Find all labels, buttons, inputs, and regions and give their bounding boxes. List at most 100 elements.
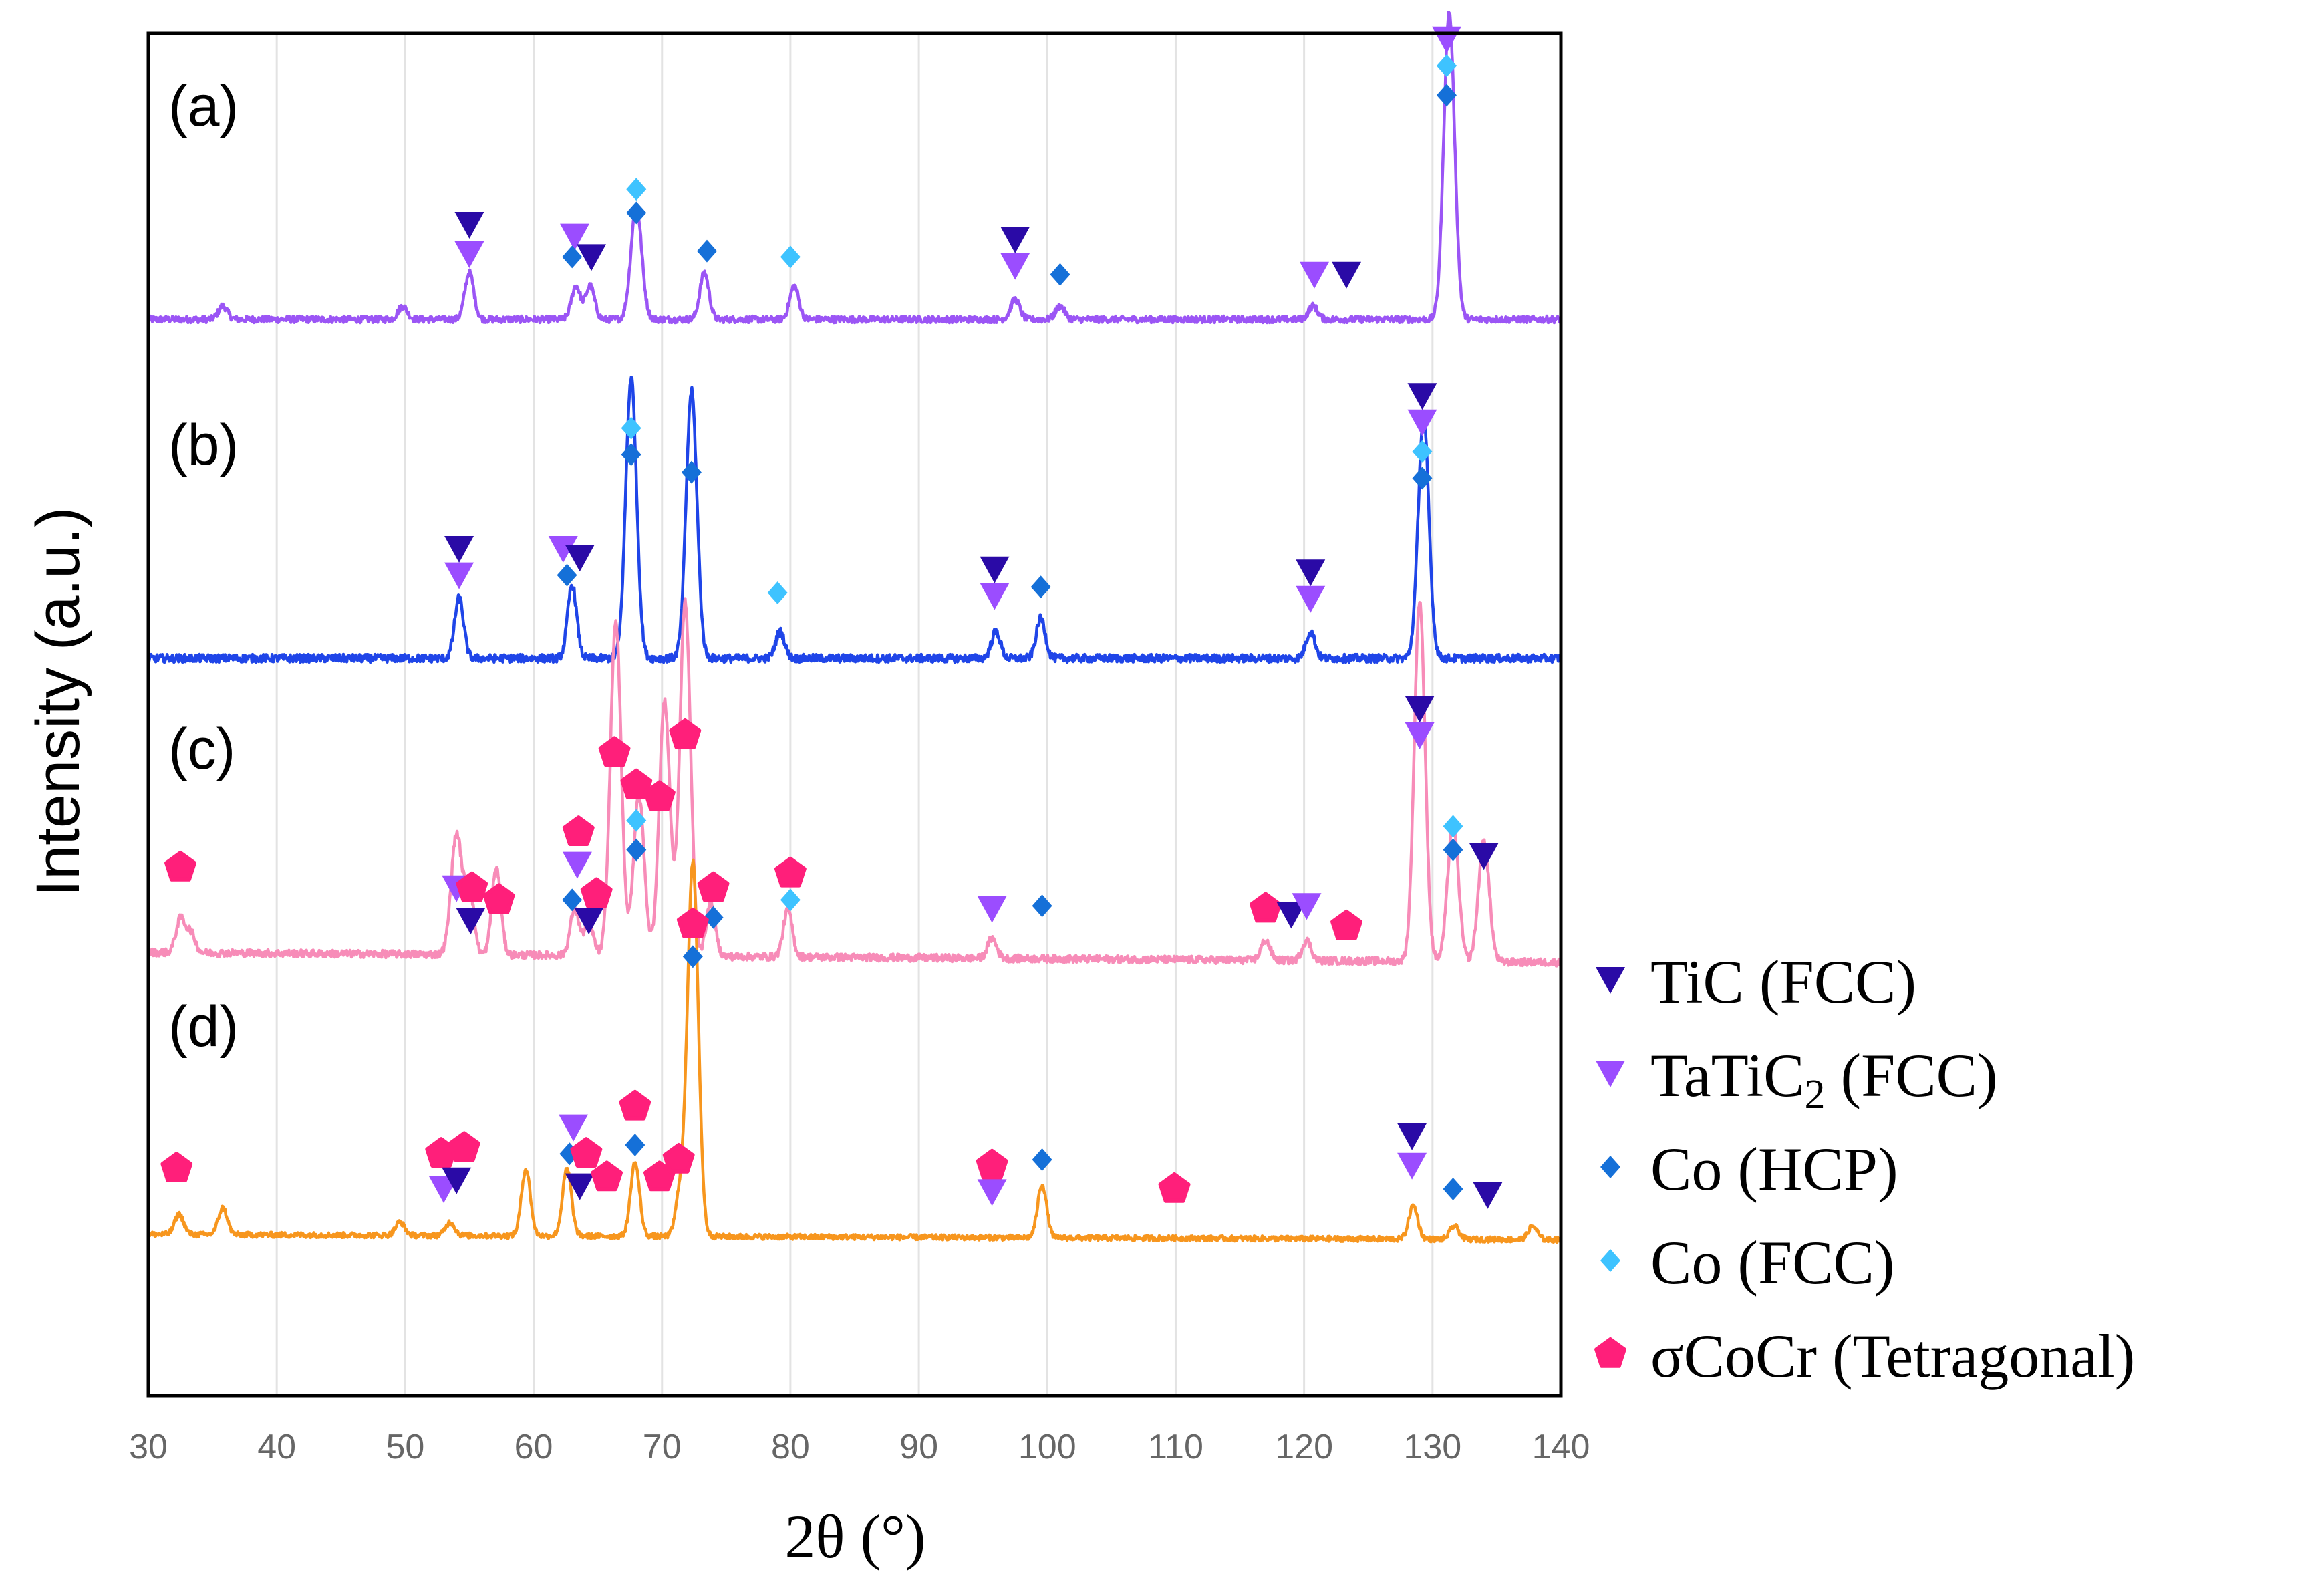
panel-label-3: (c) [168,717,235,781]
series-line-1 [146,11,1563,325]
series-line-3 [147,597,1563,968]
peak-marker-tatic2-s2-13 [1296,585,1326,613]
peak-marker-tic-s2-14 [1407,383,1437,410]
peak-marker-sigma-s3-2 [456,871,488,902]
x-tick-130: 130 [1403,1428,1461,1466]
x-tick-50: 50 [386,1428,424,1466]
peak-marker-cohcp-s1-11 [1050,263,1070,286]
legend: TiC (FCC) TaTiC2 (FCC) Co (HCP) Co (FCC) σCo… [1594,948,2135,1390]
peak-marker-cohcp-s2-17 [1412,467,1433,490]
x-tick-40: 40 [257,1428,296,1466]
peak-marker-sigma-s3-12 [643,780,676,811]
peak-marker-cohcp-s2-6 [621,443,641,467]
legend-label-sigma: σCoCr (Tetragonal) [1650,1322,2135,1390]
peak-marker-cohcp-s4-11 [625,1134,645,1156]
peak-marker-tic-s1-4 [577,244,607,271]
peak-marker-cofcc-s2-16 [1412,440,1433,463]
peak-marker-tatic2-s2-1 [444,562,474,589]
peak-marker-cohcp-s3-14 [626,838,647,862]
peak-marker-tic-s1-13 [1332,261,1362,289]
x-tick-90: 90 [899,1428,938,1466]
peak-marker-cohcp-s2-11 [1030,575,1051,599]
plot-frame [146,31,1563,1398]
peak-marker-sigma-s3-10 [598,736,631,767]
peak-marker-cohcp-s1-6 [626,201,647,225]
peak-marker-tic-s2-0 [444,536,474,563]
peak-marker-tatic2-s1-10 [1000,253,1030,280]
peak-marker-tatic2-s3-24 [1292,893,1322,920]
peak-marker-cohcp-s1-3 [562,245,583,269]
legend-symbol-cofcc [1600,1249,1620,1272]
peak-marker-sigma-s3-22 [1250,892,1282,923]
peak-marker-tatic2-s3-27 [1405,722,1435,749]
peak-marker-tic-s4-20 [1397,1123,1427,1150]
peak-marker-cofcc-s1-5 [626,178,647,201]
legend-symbol-tic [1596,967,1625,994]
peak-marker-cohcp-s4-22 [1443,1178,1463,1200]
peak-marker-cofcc-s2-5 [621,416,641,440]
peak-marker-tic-s2-9 [980,556,1010,583]
peak-marker-sigma-s4-10 [619,1089,651,1121]
peak-marker-cofcc-s1-15 [1436,54,1457,78]
x-tick-80: 80 [771,1428,810,1466]
peak-marker-cohcp-s2-4 [557,563,577,587]
peak-marker-cohcp-s3-29 [1443,838,1463,862]
peak-marker-sigma-s3-4 [482,883,515,914]
peak-marker-tic-s4-8 [565,1173,595,1200]
peak-marker-cofcc-s2-8 [767,581,788,604]
peak-marker-cohcp-s3-21 [1032,894,1052,918]
peak-marker-sigma-s3-25 [1330,910,1362,940]
peak-marker-cofcc-s3-28 [1443,815,1463,838]
legend-symbol-sigma [1594,1337,1626,1368]
peak-marker-sigma-s4-2 [448,1131,480,1162]
peak-marker-sigma-s4-9 [591,1160,623,1192]
series-line-4 [147,858,1562,1244]
peak-marker-tic-s2-3 [565,545,595,572]
peak-marker-tic-s1-0 [454,212,484,239]
panel-label-2: (b) [168,413,239,477]
peak-marker-sigma-s4-14 [676,908,709,938]
peak-marker-tatic2-s2-10 [980,583,1010,610]
peak-marker-tic-s3-30 [1469,843,1499,870]
peak-marker-cohcp-s4-15 [682,945,703,968]
peak-marker-tatic2-s4-5 [559,1114,589,1142]
grid-lines [275,33,1434,1396]
y-axis-title: Intensity (a.u.) [24,507,92,897]
legend-label-cofcc: Co (FCC) [1650,1228,1895,1297]
peak-marker-sigma-s3-11 [620,768,653,799]
peak-marker-cofcc-s3-13 [626,809,647,832]
peak-marker-sigma-s3-15 [669,718,702,749]
peak-marker-tatic2-s1-1 [454,241,484,268]
x-tick-120: 120 [1275,1428,1333,1466]
peak-marker-cohcp-s2-7 [681,460,702,484]
series-layer [146,11,1563,1244]
peak-marker-sigma-s4-13 [662,1143,695,1174]
peak-marker-tatic2-s1-14 [1431,26,1461,53]
peak-marker-tic-s2-12 [1296,559,1326,587]
peak-marker-sigma-s4-7 [570,1137,603,1168]
legend-symbol-cohcp [1600,1156,1620,1178]
peak-marker-sigma-s4-16 [976,1148,1008,1180]
series-line-2 [146,375,1563,664]
peak-marker-tatic2-s2-2 [548,536,578,563]
peak-marker-tic-s3-3 [456,908,486,935]
peak-marker-cohcp-s3-17 [703,906,724,929]
peak-marker-tatic2-s3-6 [562,851,592,879]
legend-label-tic: TiC (FCC) [1650,948,1916,1016]
x-tick-labels: 30 40 50 60 70 80 90 100 110 120 130 140 [129,1428,1590,1466]
peak-marker-tatic2-s3-20 [977,896,1007,923]
panel-label-4: (d) [168,995,239,1059]
peak-marker-sigma-s3-18 [774,856,807,888]
peak-marker-tic-s4-4 [442,1167,472,1194]
peak-marker-sigma-s3-0 [164,851,196,882]
legend-label-tatic2: TaTiC2 (FCC) [1650,1041,1998,1117]
peak-marker-cohcp-s1-7 [696,239,717,263]
peak-marker-tatic2-s1-2 [560,223,590,251]
legend-label-cohcp: Co (HCP) [1650,1135,1898,1203]
peak-marker-tic-s1-9 [1000,227,1030,253]
x-tick-100: 100 [1018,1428,1076,1466]
x-tick-60: 60 [515,1428,553,1466]
peak-marker-sigma-s3-16 [697,871,730,902]
peak-marker-tatic2-s1-12 [1300,261,1330,289]
